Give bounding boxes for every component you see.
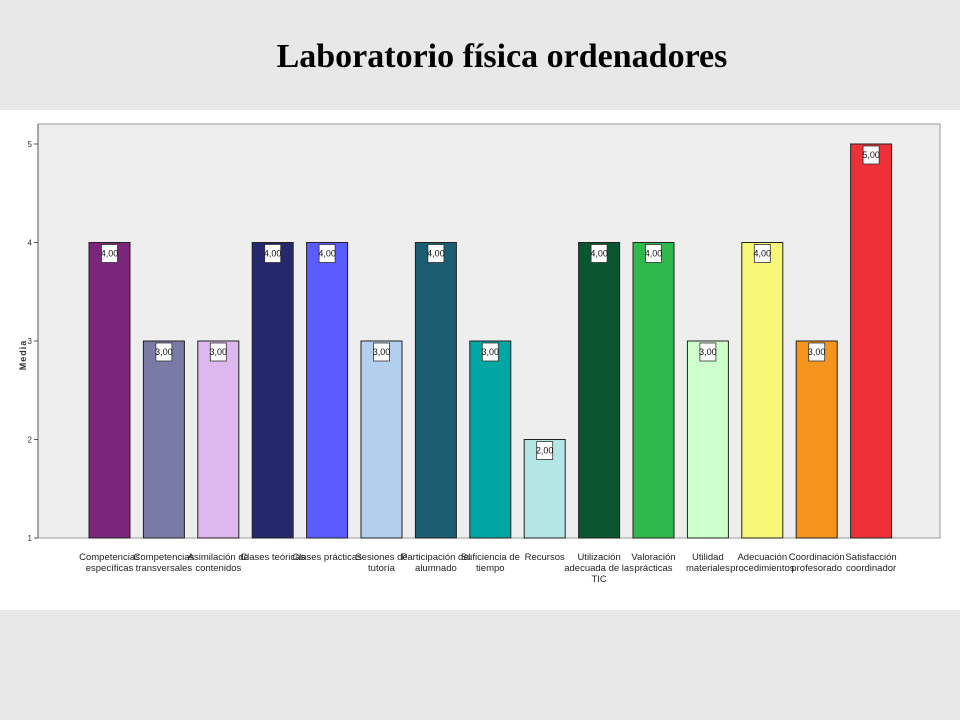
category-label: Satisfacción coordinador: [845, 552, 896, 574]
data-label: 4,00: [427, 249, 445, 259]
bars: [88, 143, 893, 539]
bar: [142, 340, 185, 539]
bar: [850, 143, 893, 539]
y-tick-label: 1: [28, 534, 33, 543]
category-label: Coordinación profesorado: [789, 552, 845, 574]
data-label-box: [590, 244, 608, 263]
data-label-box: [645, 244, 662, 263]
data-label: 3,00: [482, 347, 500, 357]
data-label-box: [753, 244, 771, 263]
category-label: Recursos: [525, 552, 565, 563]
category-label: Clases prácticas: [292, 552, 362, 563]
data-label-box: [318, 244, 336, 263]
bar: [360, 340, 403, 539]
bar: [578, 242, 621, 539]
category-label: Suficiencia de tiempo: [461, 552, 520, 574]
category-label: Asimilación de contenidos: [188, 552, 249, 574]
y-tick-label: 2: [28, 436, 33, 445]
bar: [686, 340, 729, 539]
data-label: 2,00: [536, 446, 554, 456]
data-label-box: [101, 244, 118, 263]
data-label: 3,00: [699, 347, 717, 357]
data-label: 5,00: [862, 150, 880, 160]
bar: [88, 242, 131, 539]
axes: 1 2 3 4 5: [28, 124, 39, 543]
data-label-box: [536, 441, 554, 460]
bar: [251, 242, 294, 539]
chart-panel: 1 2 3 4 5 4,00 3,00 3,00 4,00 4,00 3,00 4,00 3,00 2,…: [0, 110, 960, 610]
bar: [741, 242, 784, 539]
category-label: Utilidad materiales: [686, 552, 730, 574]
y-tick-label: 5: [28, 140, 33, 149]
category-label: Competencias transversales: [134, 552, 195, 574]
category-label: Clases teóricas: [240, 552, 305, 563]
data-label-box: [427, 244, 445, 263]
category-label: Competencias específicas: [79, 552, 140, 574]
data-label-box: [862, 145, 880, 165]
category-label: Adecuación procedimientos: [730, 552, 795, 574]
data-label-box: [699, 342, 717, 362]
category-label: Sesiones de tutoría: [355, 552, 407, 574]
data-label: 3,00: [808, 347, 826, 357]
category-label: Participación del alumnado: [401, 552, 471, 574]
data-labels: 4,00 3,00 3,00 4,00 4,00 3,00 4,00 3,00 2,00 4,00…: [101, 145, 880, 460]
data-label-box: [481, 342, 499, 362]
bar: [795, 340, 838, 539]
slide-title: Laboratorio física ordenadores: [276, 38, 728, 75]
data-label-box: [808, 342, 826, 362]
data-label: 3,00: [155, 347, 173, 357]
data-label: 4,00: [754, 249, 772, 259]
data-label: 4,00: [264, 249, 282, 259]
bar: [632, 242, 675, 539]
data-label: 4,00: [101, 249, 119, 259]
bar: [306, 242, 349, 539]
data-label-box: [155, 342, 173, 362]
category-label: Utilización adecuada de las TIC: [564, 552, 634, 585]
category-label: Valoración prácticas: [631, 552, 675, 574]
y-axis-label: Media: [18, 340, 28, 371]
y-tick-label: 3: [28, 337, 33, 346]
data-label: 3,00: [373, 347, 391, 357]
y-tick-label: 4: [28, 239, 33, 248]
data-label-box: [373, 342, 390, 362]
data-label-box: [264, 244, 282, 263]
data-label: 3,00: [210, 347, 228, 357]
bar: [469, 340, 512, 539]
data-label: 4,00: [318, 249, 336, 259]
bar: [197, 340, 240, 539]
bar-chart: 1 2 3 4 5 4,00 3,00 3,00 4,00 4,00 3,00 4,00 3,00 2,…: [18, 123, 941, 585]
bar: [414, 242, 457, 539]
data-label: 4,00: [645, 249, 663, 259]
data-label-box: [209, 342, 227, 362]
data-label: 4,00: [590, 249, 608, 259]
